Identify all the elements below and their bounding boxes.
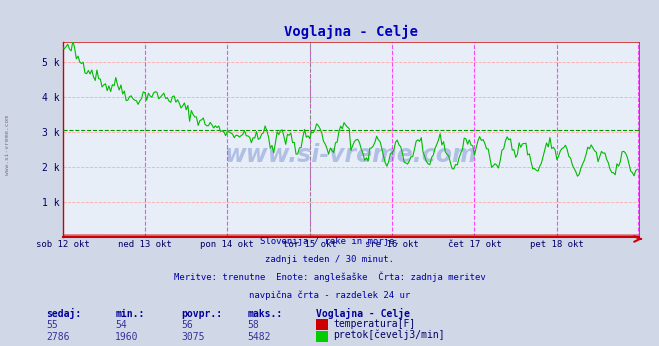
Text: 5482: 5482 <box>247 332 271 342</box>
Title: Voglajna - Celje: Voglajna - Celje <box>284 25 418 39</box>
Text: min.:: min.: <box>115 309 145 319</box>
Text: maks.:: maks.: <box>247 309 282 319</box>
Text: sedaj:: sedaj: <box>46 308 81 319</box>
Text: pretok[čevelj3/min]: pretok[čevelj3/min] <box>333 330 445 340</box>
Text: 1960: 1960 <box>115 332 139 342</box>
Text: Slovenija / reke in morje.: Slovenija / reke in morje. <box>260 237 399 246</box>
Text: 58: 58 <box>247 320 259 330</box>
Text: povpr.:: povpr.: <box>181 309 222 319</box>
Text: Voglajna - Celje: Voglajna - Celje <box>316 308 411 319</box>
Text: www.si-vreme.com: www.si-vreme.com <box>5 115 11 175</box>
Text: Meritve: trenutne  Enote: anglešaške  Črta: zadnja meritev: Meritve: trenutne Enote: anglešaške Črta… <box>173 271 486 282</box>
Text: temperatura[F]: temperatura[F] <box>333 319 416 329</box>
Text: 2786: 2786 <box>46 332 70 342</box>
Text: navpična črta - razdelek 24 ur: navpična črta - razdelek 24 ur <box>249 290 410 300</box>
Text: www.si-vreme.com: www.si-vreme.com <box>225 143 477 167</box>
Text: 3075: 3075 <box>181 332 205 342</box>
Text: zadnji teden / 30 minut.: zadnji teden / 30 minut. <box>265 255 394 264</box>
Text: 56: 56 <box>181 320 193 330</box>
Text: 54: 54 <box>115 320 127 330</box>
Text: 55: 55 <box>46 320 58 330</box>
